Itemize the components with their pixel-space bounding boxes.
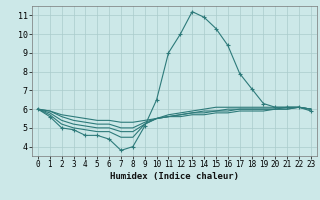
X-axis label: Humidex (Indice chaleur): Humidex (Indice chaleur)	[110, 172, 239, 181]
